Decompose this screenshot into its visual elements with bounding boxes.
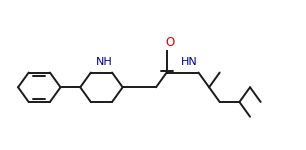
Text: NH: NH [96,57,113,67]
Text: O: O [165,36,174,49]
Text: HN: HN [181,57,198,67]
